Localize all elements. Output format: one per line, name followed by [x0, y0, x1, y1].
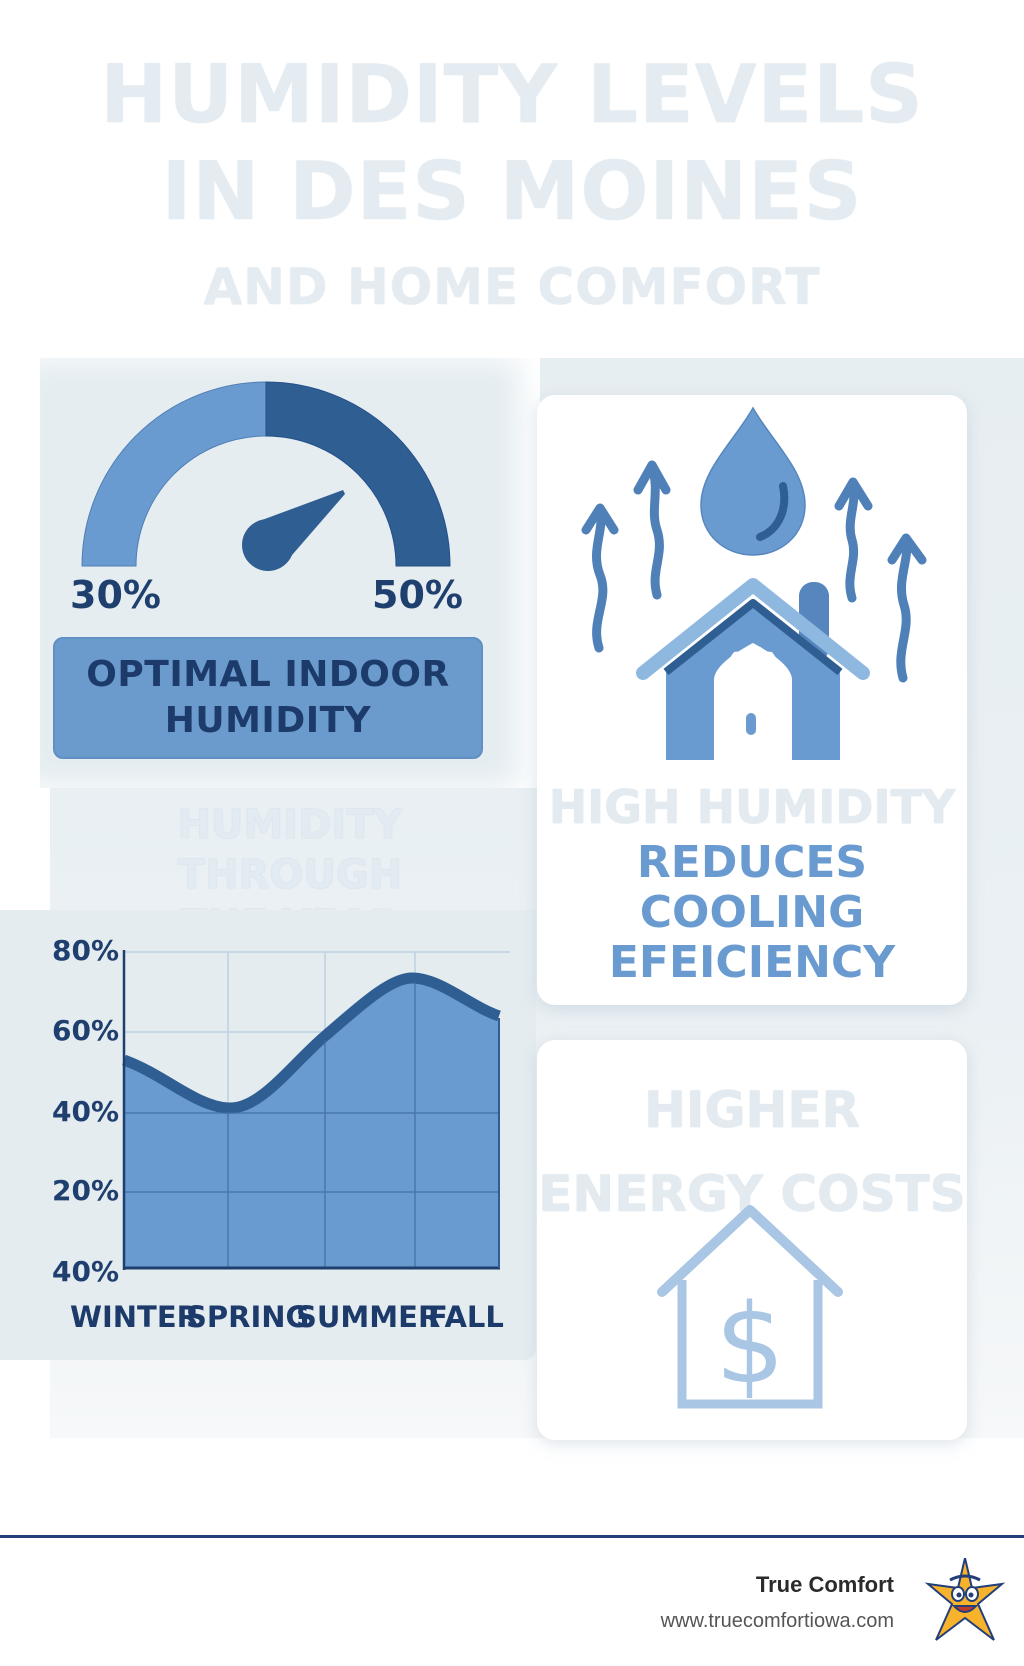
y-tick-label: 40%: [52, 1095, 120, 1128]
energy-costs-card: [537, 1040, 967, 1440]
optimal-humidity-badge: OPTIMAL INDOOR HUMIDITY: [53, 637, 483, 759]
humid-house-icon: [581, 406, 927, 760]
svg-text:$: $: [715, 1280, 785, 1408]
house-dollar-icon: $: [657, 1205, 843, 1409]
x-tick-label-summer: SUMMER: [296, 1300, 441, 1334]
y-tick-label: 60%: [52, 1014, 120, 1047]
title-line-2: IN DES MOINES: [161, 145, 863, 238]
y-tick-label: 20%: [52, 1174, 120, 1207]
reduces-cooling-efficiency-text: REDUCES COOLING EFEICIENCY: [537, 838, 967, 988]
title-line-1: HUMIDITY LEVELS: [100, 48, 924, 141]
reduces-line-1: REDUCES: [636, 837, 868, 888]
x-tick-label-winter: WINTER: [70, 1300, 199, 1334]
reduces-line-2: COOLING: [639, 887, 865, 938]
star-mascot-logo-icon: [924, 1558, 1006, 1641]
x-tick-label-fall: FALL: [428, 1300, 504, 1334]
subtitle: AND HOME COMFORT: [203, 258, 821, 316]
optimal-caption-line-2: HUMIDITY: [164, 700, 372, 741]
brand-name: True Comfort: [755, 1572, 894, 1597]
x-tick-label-spring: SPRING: [186, 1300, 310, 1334]
year-title-line-1: HUMIDITY THROUGH: [177, 802, 403, 898]
reduces-line-3: EFEICIENCY: [608, 937, 896, 988]
humidity-area-chart: [122, 950, 510, 1270]
y-tick-label: 40%: [52, 1255, 120, 1288]
gauge-min-label: 30%: [70, 573, 161, 617]
optimal-caption-line-1: OPTIMAL INDOOR: [86, 654, 450, 695]
humidity-gauge-icon: [81, 381, 451, 571]
high-humidity-heading: HIGH HUMIDITY: [548, 780, 956, 834]
y-tick-label: 80%: [52, 934, 120, 967]
energy-line-1: HIGHER: [644, 1081, 860, 1139]
gauge-max-label: 50%: [372, 573, 463, 617]
brand-url[interactable]: www.truecomfortiowa.com: [660, 1610, 894, 1632]
footer-divider: [0, 1535, 1024, 1538]
energy-costs-heading: HIGHER ENERGY COSTS: [537, 1068, 967, 1236]
